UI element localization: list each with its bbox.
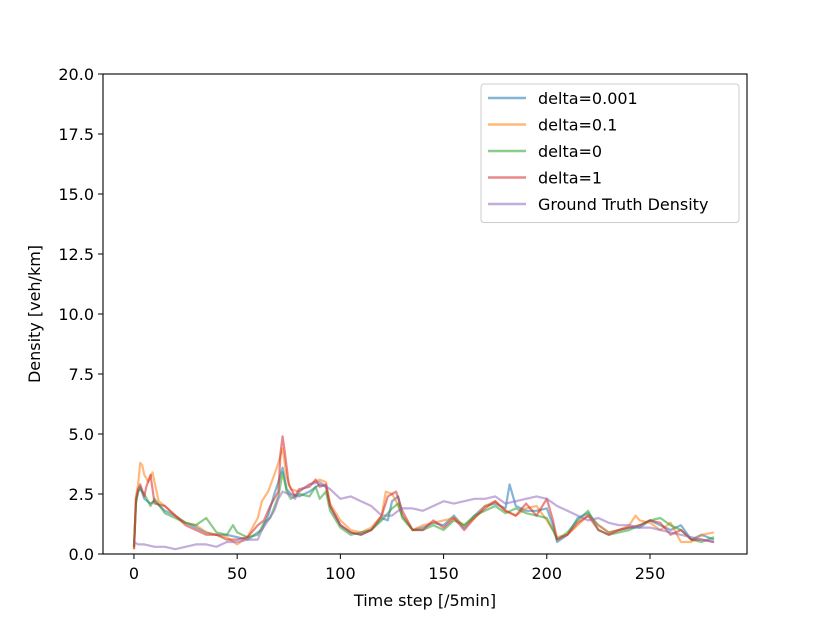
y-tick-label: 0.0 — [69, 545, 94, 564]
legend-label: delta=0 — [538, 142, 602, 161]
y-tick-label: 5.0 — [69, 425, 94, 444]
y-tick-label: 2.5 — [69, 485, 94, 504]
x-axis-label: Time step [/5min] — [353, 591, 496, 610]
legend-label: Ground Truth Density — [538, 195, 708, 214]
y-tick-label: 12.5 — [58, 245, 94, 264]
x-axis-ticks: 0 50 100 150 200 250 — [129, 554, 665, 583]
series-layer — [132, 435, 715, 551]
legend-label: delta=0.001 — [538, 89, 638, 108]
y-tick-label: 15.0 — [58, 185, 94, 204]
x-tick-label: 250 — [635, 564, 666, 583]
legend: delta=0.001 delta=0.1 delta=0 delta=1 Ground… — [480, 83, 740, 223]
y-tick-label: 7.5 — [69, 365, 94, 384]
y-tick-label: 20.0 — [58, 65, 94, 84]
legend-label: delta=1 — [538, 169, 602, 188]
series-line-4 — [133, 480, 715, 551]
legend-label: delta=0.1 — [538, 116, 617, 135]
series-line-3 — [132, 435, 715, 550]
x-tick-label: 50 — [227, 564, 247, 583]
x-tick-label: 0 — [129, 564, 139, 583]
y-axis-label: Density [veh/km] — [25, 245, 44, 383]
x-tick-label: 100 — [325, 564, 356, 583]
legend-box — [480, 83, 740, 223]
y-tick-label: 17.5 — [58, 125, 94, 144]
x-tick-label: 200 — [532, 564, 563, 583]
y-tick-label: 10.0 — [58, 305, 94, 324]
y-axis-ticks: 0.0 2.5 5.0 7.5 10.0 12.5 15.0 17.5 20.0 — [58, 65, 103, 564]
x-tick-label: 150 — [428, 564, 459, 583]
